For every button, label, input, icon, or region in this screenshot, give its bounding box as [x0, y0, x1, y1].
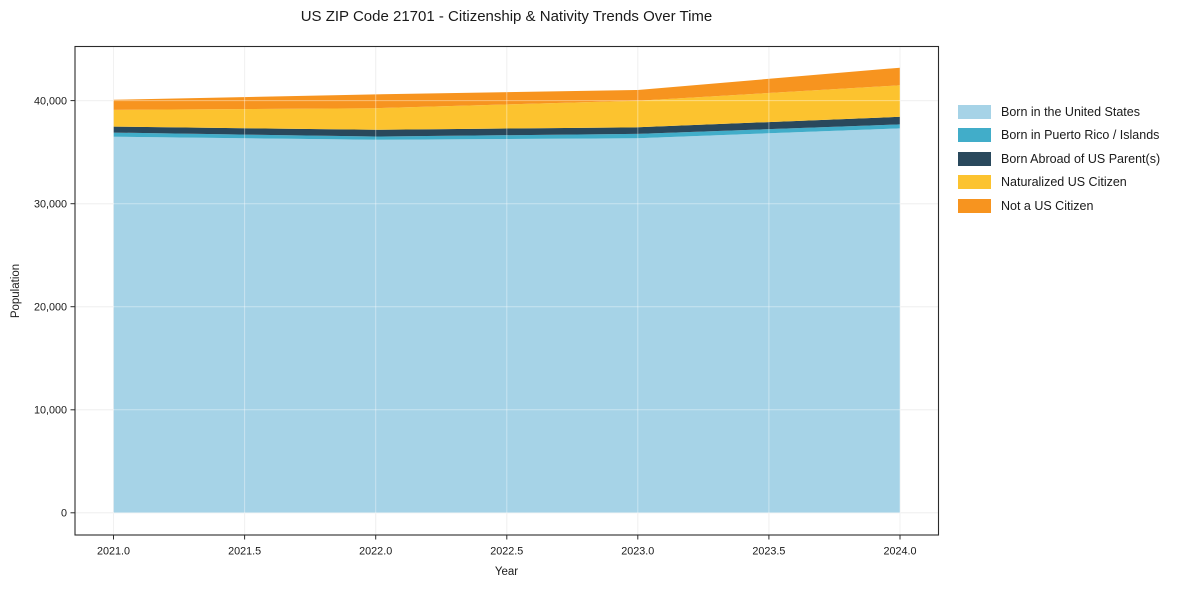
legend-label: Born in Puerto Rico / Islands [1001, 128, 1160, 142]
x-tick-label: 2023.5 [752, 546, 785, 558]
legend-item-naturalized-us-citizen: Naturalized US Citizen [958, 175, 1160, 190]
y-tick-label: 10,000 [34, 405, 67, 417]
y-tick-label: 20,000 [34, 302, 67, 314]
x-tick-label: 2021.5 [228, 546, 261, 558]
y-tick-label: 30,000 [34, 199, 67, 211]
x-tick-label: 2022.5 [490, 546, 523, 558]
y-axis-label: Population [10, 263, 22, 319]
legend-item-born-abroad-of-us-parent-s: Born Abroad of US Parent(s) [958, 151, 1160, 166]
x-tick-label: 2024.0 [883, 546, 916, 558]
area-born-in-the-united-states [113, 128, 900, 513]
y-tick-label: 0 [61, 508, 67, 520]
legend-swatch [958, 175, 991, 189]
legend-item-born-in-the-united-states: Born in the United States [958, 104, 1160, 119]
legend-item-not-a-us-citizen: Not a US Citizen [958, 198, 1160, 213]
area-born-abroad-of-us-parent-s [113, 116, 900, 137]
stacked-areas [113, 67, 900, 513]
x-tick-label: 2022.0 [359, 546, 392, 558]
legend-item-born-in-puerto-rico-islands: Born in Puerto Rico / Islands [958, 128, 1160, 143]
area-not-a-us-citizen [113, 67, 900, 110]
legend-swatch [958, 151, 991, 166]
legend-swatch [958, 198, 991, 213]
legend-label: Born Abroad of US Parent(s) [1001, 151, 1161, 166]
area-naturalized-us-citizen [113, 85, 900, 130]
legend-swatch [958, 128, 991, 142]
legend-swatch [958, 104, 991, 119]
x-axis-label: Year [494, 566, 519, 578]
legend-label: Naturalized US Citizen [1001, 175, 1127, 189]
gridlines-overlay [75, 46, 939, 535]
area-born-in-puerto-rico-islands [113, 124, 900, 140]
x-axis: 2021.0 2021.5 2022.0 2022.5 2023.0 2023.5 2024… [97, 535, 917, 558]
legend-label: Not a US Citizen [1001, 198, 1094, 213]
x-tick-label: 2021.0 [97, 546, 130, 558]
legend: Born in the United States Born in Puerto … [958, 104, 1160, 213]
x-tick-label: 2023.0 [621, 546, 654, 558]
y-axis: 0 10,000 20,000 30,000 40,000 [34, 95, 75, 520]
legend-label: Born in the United States [1001, 104, 1140, 119]
y-tick-label: 40,000 [34, 95, 67, 107]
chart-title: US ZIP Code 21701 - Citizenship & Nativi… [300, 8, 713, 25]
